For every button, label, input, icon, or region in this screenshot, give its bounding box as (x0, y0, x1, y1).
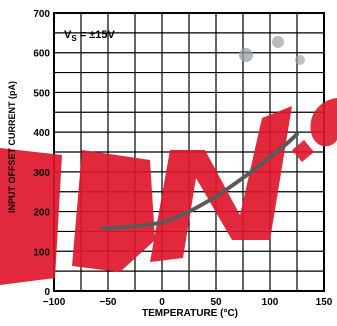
y-tick-label: 200 (33, 208, 50, 219)
series-layer (100, 132, 299, 231)
watermark-dot (292, 140, 314, 162)
series-line (100, 132, 299, 231)
y-tick-label: 600 (33, 49, 50, 60)
watermark-letter-d (72, 150, 155, 272)
x-tick-label: 0 (159, 297, 165, 308)
y-axis-label: INPUT OFFSET CURRENT (pA) (7, 81, 17, 213)
x-tick-label: −50 (100, 297, 117, 308)
watermark-smudge (295, 55, 305, 65)
plot-frame (53, 12, 325, 292)
watermark-letter-e (0, 148, 62, 285)
watermark-letter-n (150, 106, 292, 262)
annotation-sub: S (71, 34, 77, 43)
watermark (0, 36, 337, 285)
y-tick-label: 100 (33, 247, 50, 258)
watermark-smudge (272, 36, 284, 48)
y-tick-label: 300 (33, 168, 50, 179)
x-axis-label: TEMPERATURE (°C) (142, 308, 238, 319)
annotation-rest: = ±15V (77, 29, 116, 41)
x-tick-label: 150 (316, 297, 333, 308)
x-tick-label: 100 (262, 297, 279, 308)
x-tick-label: 50 (210, 297, 222, 308)
x-tick-label: −100 (43, 297, 66, 308)
annotation: VS = ±15V (64, 29, 115, 43)
y-tick-label: 0 (44, 287, 50, 298)
y-tick-label: 500 (33, 88, 50, 99)
watermark-letter-c (310, 98, 337, 147)
y-tick-label: 400 (33, 128, 50, 139)
y-tick-label: 700 (33, 9, 50, 20)
watermark-smudge (239, 48, 253, 62)
annotation-main: V (64, 29, 72, 41)
tick-labels: −100 −50 0 50 100 150 0 100 200 300 400 500 600 700 (33, 9, 332, 308)
